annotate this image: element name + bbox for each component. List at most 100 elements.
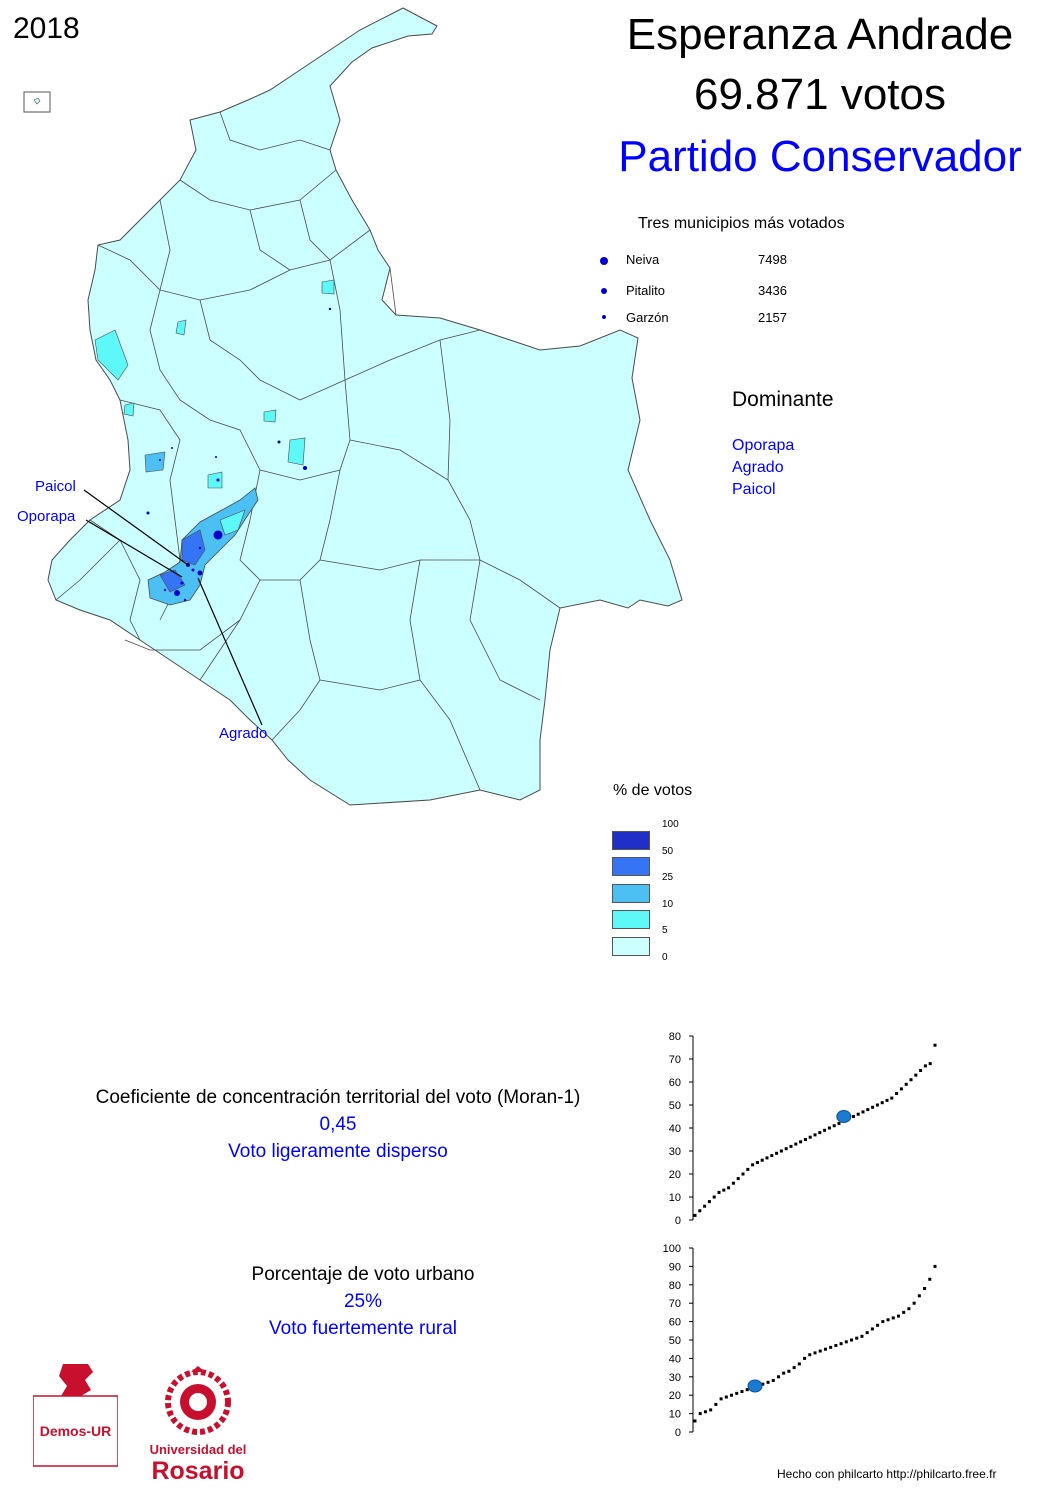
data-point xyxy=(736,1177,740,1181)
data-point xyxy=(896,1314,900,1318)
legend-swatch xyxy=(612,937,650,956)
top-row-value: 3436 xyxy=(758,283,787,298)
data-point xyxy=(784,1147,788,1151)
data-point xyxy=(799,1140,803,1144)
top-row-garzon: Garzón 2157 xyxy=(590,310,820,332)
garzon-dot xyxy=(197,570,203,576)
data-point xyxy=(870,1327,874,1331)
legend-swatch xyxy=(612,831,650,850)
top-row-value: 7498 xyxy=(758,252,787,267)
map-label-paicol: Paicol xyxy=(35,478,76,495)
data-point xyxy=(770,1154,774,1158)
moran-label: Coeficiente de concentración territorial… xyxy=(95,1087,581,1108)
data-point xyxy=(760,1158,764,1162)
data-point xyxy=(865,1331,869,1335)
legend-break: 100 xyxy=(662,819,679,830)
urban-value: 25% xyxy=(343,1291,383,1312)
top-row-name: Pitalito xyxy=(626,283,666,298)
data-point xyxy=(709,1408,713,1412)
data-point xyxy=(740,1390,744,1394)
data-point xyxy=(792,1366,796,1370)
data-point xyxy=(895,1092,899,1095)
data-point xyxy=(719,1397,723,1401)
data-point xyxy=(707,1200,711,1204)
data-point xyxy=(851,1115,855,1118)
credit-footer: Hecho con philcarto http://philcarto.fre… xyxy=(777,1467,997,1481)
ur-logo-line1: Universidad del xyxy=(150,1442,247,1457)
y-tick-label: 50 xyxy=(669,1335,681,1347)
data-point xyxy=(850,1338,854,1342)
department-borders xyxy=(55,111,561,791)
country-outline xyxy=(47,7,683,806)
data-point xyxy=(834,1344,838,1348)
legend-swatch xyxy=(612,910,650,929)
data-point xyxy=(693,1419,697,1423)
top-row-neiva: Neiva 7498 xyxy=(590,252,820,274)
y-tick-label: 30 xyxy=(669,1146,681,1158)
data-point xyxy=(717,1190,721,1194)
y-tick-label: 70 xyxy=(669,1054,681,1066)
vote-total: 69.871 votos xyxy=(694,70,946,119)
moran-block: Coeficiente de concentración territorial… xyxy=(60,1084,616,1165)
data-point xyxy=(714,1402,718,1406)
y-tick-label: 10 xyxy=(669,1192,681,1204)
data-point xyxy=(727,1186,731,1190)
data-point xyxy=(818,1131,822,1135)
data-point xyxy=(724,1395,728,1399)
data-point xyxy=(844,1340,848,1344)
size-dot-icon xyxy=(602,315,606,319)
data-point xyxy=(787,1369,791,1373)
data-point xyxy=(933,1043,937,1047)
legend-swatch xyxy=(612,884,650,903)
data-point xyxy=(755,1161,759,1164)
y-tick-label: 60 xyxy=(669,1077,681,1089)
urban-description: Voto fuertemente rural xyxy=(269,1318,457,1339)
data-point xyxy=(766,1380,770,1384)
data-point xyxy=(751,1163,755,1167)
y-tick-label: 60 xyxy=(669,1317,681,1329)
data-point xyxy=(818,1349,822,1353)
data-point xyxy=(875,1103,879,1107)
y-tick-label: 40 xyxy=(669,1353,681,1365)
legend-break: 25 xyxy=(662,872,674,883)
data-point xyxy=(761,1382,765,1386)
data-point xyxy=(909,1078,913,1082)
y-tick-label: 10 xyxy=(669,1409,681,1421)
top-row-value: 2157 xyxy=(758,310,787,325)
legend-break: 0 xyxy=(662,952,668,963)
data-point xyxy=(808,1135,812,1139)
data-point xyxy=(839,1342,843,1346)
data-point xyxy=(891,1316,895,1320)
data-point xyxy=(919,1069,923,1072)
y-tick-label: 0 xyxy=(675,1427,681,1439)
data-point xyxy=(907,1307,911,1311)
data-point xyxy=(902,1310,906,1314)
ur-logo-line2: Rosario xyxy=(151,1457,244,1485)
data-point xyxy=(856,1112,860,1116)
top-row-name: Neiva xyxy=(626,252,660,267)
leader-lines xyxy=(83,489,263,726)
data-point xyxy=(771,1378,775,1382)
y-tick-label: 90 xyxy=(669,1261,681,1273)
data-point xyxy=(703,1410,707,1414)
highlight-point xyxy=(747,1379,763,1393)
data-point xyxy=(923,1286,927,1290)
top-row-pitalito: Pitalito 3436 xyxy=(590,283,820,305)
data-point xyxy=(782,1371,786,1375)
y-tick-label: 80 xyxy=(669,1280,681,1292)
data-point xyxy=(837,1121,841,1125)
data-point xyxy=(861,1110,865,1114)
y-tick-label: 20 xyxy=(669,1390,681,1402)
data-point xyxy=(797,1362,801,1366)
data-point xyxy=(917,1294,921,1298)
legend-break: 5 xyxy=(662,925,668,936)
data-point xyxy=(741,1172,745,1176)
legend-swatch xyxy=(612,857,650,876)
data-point xyxy=(794,1142,798,1146)
data-point xyxy=(813,1133,817,1137)
data-point xyxy=(876,1323,880,1327)
urban-block: Porcentaje de voto urbano 25% Voto fuert… xyxy=(85,1261,641,1342)
data-point xyxy=(912,1301,916,1305)
dominant-title: Dominante xyxy=(732,388,834,411)
data-point xyxy=(703,1204,707,1208)
